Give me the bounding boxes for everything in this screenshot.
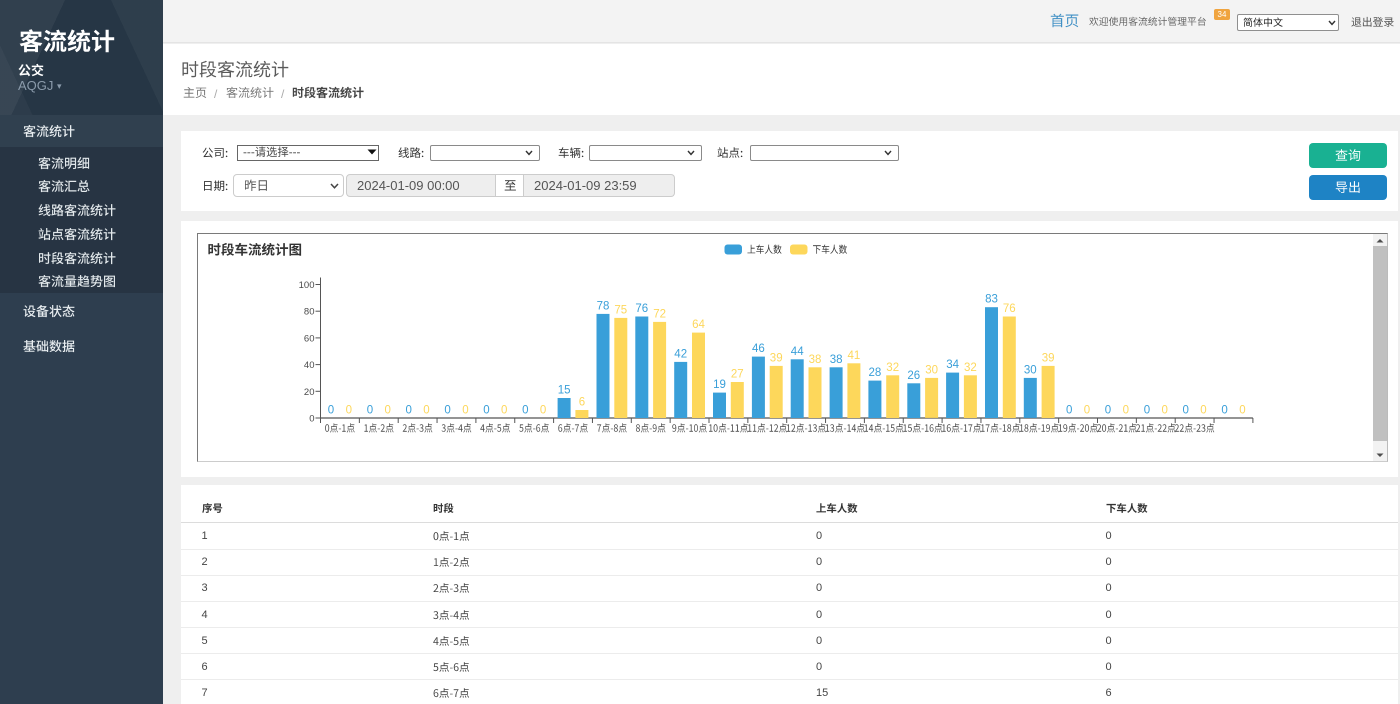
svg-text:60: 60: [304, 333, 315, 344]
svg-text:0: 0: [444, 405, 450, 417]
svg-text:64: 64: [692, 319, 705, 331]
svg-text:44: 44: [791, 346, 804, 358]
svg-text:0: 0: [328, 405, 334, 417]
svg-text:0: 0: [1066, 405, 1072, 417]
svg-text:20: 20: [304, 387, 315, 398]
svg-text:76: 76: [1003, 303, 1016, 315]
svg-text:0: 0: [522, 405, 528, 417]
svg-text:0: 0: [423, 405, 429, 417]
svg-text:0: 0: [1221, 405, 1227, 417]
svg-text:46: 46: [752, 343, 765, 355]
svg-text:28: 28: [869, 367, 882, 379]
svg-text:27: 27: [731, 369, 744, 381]
svg-text:0: 0: [1239, 405, 1245, 417]
svg-text:0: 0: [1105, 405, 1111, 417]
svg-text:0: 0: [1200, 405, 1206, 417]
svg-text:26: 26: [907, 370, 920, 382]
svg-text:15: 15: [558, 385, 571, 397]
svg-text:19: 19: [713, 379, 726, 391]
svg-text:78: 78: [597, 300, 610, 312]
svg-text:80: 80: [304, 307, 315, 318]
svg-text:0: 0: [462, 405, 468, 417]
svg-text:0: 0: [309, 414, 314, 425]
svg-text:0: 0: [367, 405, 373, 417]
svg-text:0: 0: [1123, 405, 1129, 417]
svg-text:83: 83: [985, 294, 998, 306]
svg-text:100: 100: [299, 280, 315, 291]
svg-text:38: 38: [830, 354, 843, 366]
svg-text:41: 41: [848, 350, 861, 362]
svg-text:6: 6: [579, 397, 585, 409]
svg-text:0: 0: [540, 405, 546, 417]
svg-text:0: 0: [1182, 405, 1188, 417]
svg-text:72: 72: [653, 308, 666, 320]
svg-text:0: 0: [501, 405, 507, 417]
svg-text:32: 32: [886, 362, 899, 374]
svg-text:32: 32: [964, 362, 977, 374]
svg-text:34: 34: [946, 359, 959, 371]
svg-text:30: 30: [925, 364, 938, 376]
svg-text:0: 0: [384, 405, 390, 417]
svg-text:0: 0: [405, 405, 411, 417]
svg-text:0: 0: [1144, 405, 1150, 417]
svg-text:38: 38: [809, 354, 822, 366]
svg-text:0: 0: [346, 405, 352, 417]
svg-text:0: 0: [483, 405, 489, 417]
svg-text:30: 30: [1024, 364, 1037, 376]
svg-text:76: 76: [635, 303, 648, 315]
svg-text:0: 0: [1084, 405, 1090, 417]
svg-text:42: 42: [674, 348, 687, 360]
svg-text:0: 0: [1161, 405, 1167, 417]
svg-text:75: 75: [614, 304, 627, 316]
svg-text:39: 39: [1042, 352, 1055, 364]
svg-text:40: 40: [304, 360, 315, 371]
svg-text:39: 39: [770, 352, 783, 364]
